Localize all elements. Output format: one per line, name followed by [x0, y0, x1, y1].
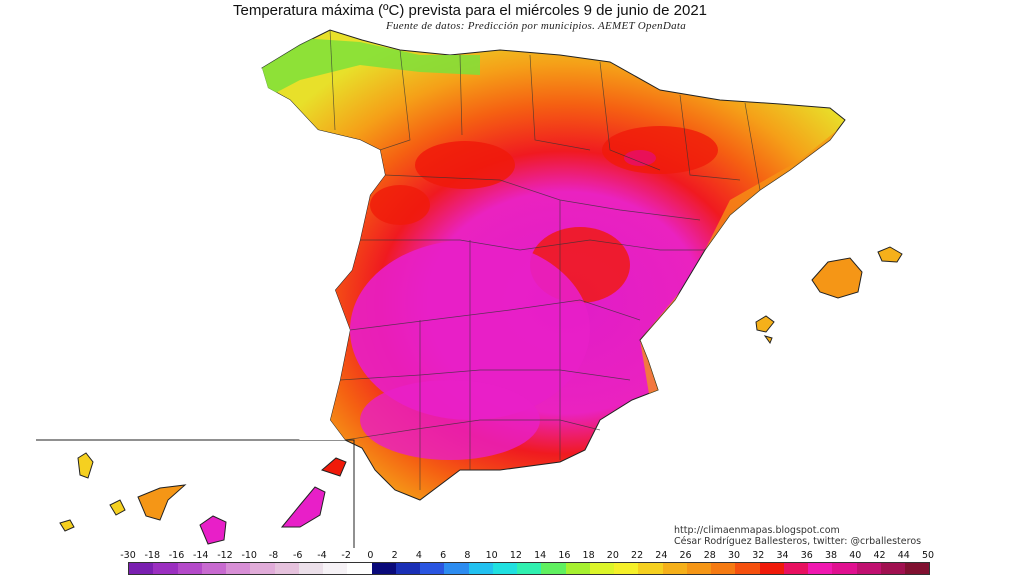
- legend-label: 50: [921, 550, 935, 561]
- legend-label: -14: [192, 550, 209, 561]
- legend-label: 10: [485, 550, 498, 561]
- legend-label: 36: [800, 550, 813, 561]
- legend-swatch: [783, 563, 808, 574]
- legend-label: 16: [558, 550, 571, 561]
- legend-swatch: [711, 563, 736, 574]
- legend-swatch: [420, 563, 445, 574]
- legend-label: 18: [582, 550, 595, 561]
- legend-swatch: [808, 563, 833, 574]
- author-credit: César Rodríguez Ballesteros, twitter: @c…: [674, 536, 922, 547]
- legend-label: 20: [606, 550, 619, 561]
- color-legend: -30 -18 -16 -14 -12 -10 -8 -6 -4 -2 0 2 4 6 8 10 12 14 16 1…: [116, 550, 936, 576]
- legend-swatch: [274, 563, 299, 574]
- legend-label: -12: [217, 550, 233, 561]
- legend-swatch: [492, 563, 517, 574]
- legend-label: 34: [776, 550, 789, 561]
- legend-label: -30: [120, 550, 136, 561]
- legend-swatch: [686, 563, 711, 574]
- legend-label: 30: [728, 550, 741, 561]
- legend-swatch: [517, 563, 542, 574]
- legend-swatch: [371, 563, 396, 574]
- canary-inset-frame: [36, 439, 355, 548]
- legend-swatch: [735, 563, 760, 574]
- legend-swatch: [298, 563, 323, 574]
- legend-label: -16: [168, 550, 185, 561]
- legend-swatch: [614, 563, 639, 574]
- legend-label: 12: [509, 550, 522, 561]
- legend-label: 38: [824, 550, 838, 561]
- legend-label: 40: [849, 550, 862, 561]
- legend-swatch: [177, 563, 202, 574]
- legend-swatch: [153, 563, 178, 574]
- map-subtitle: Fuente de datos: Predicción por municipi…: [385, 20, 687, 32]
- legend-swatch: [201, 563, 226, 574]
- legend-label: 2: [391, 550, 398, 561]
- legend-label: -8: [268, 550, 279, 561]
- blog-url: http://climaenmapas.blogspot.com: [674, 525, 840, 536]
- legend-swatch: [250, 563, 275, 574]
- canary-islands: [59, 452, 347, 545]
- legend-label: -6: [292, 550, 303, 561]
- legend-swatch: [395, 563, 420, 574]
- legend-label: 14: [534, 550, 547, 561]
- legend-label: -4: [317, 550, 327, 561]
- legend-bar: [128, 562, 930, 575]
- legend-label: -18: [144, 550, 160, 561]
- legend-swatch: [880, 563, 905, 574]
- legend-swatch: [347, 563, 372, 574]
- legend-swatch: [323, 563, 348, 574]
- map-title: Temperatura máxima (ºC) prevista para el…: [232, 2, 708, 19]
- legend-label: 8: [464, 550, 471, 561]
- legend-label: 26: [679, 550, 692, 561]
- portugal-blank: [230, 68, 385, 440]
- legend-swatch: [129, 563, 154, 574]
- legend-swatch: [468, 563, 493, 574]
- legend-label: 6: [440, 550, 447, 561]
- legend-swatch: [905, 563, 930, 574]
- legend-label: 44: [897, 550, 910, 561]
- legend-label: 22: [631, 550, 644, 561]
- legend-labels: -30 -18 -16 -14 -12 -10 -8 -6 -4 -2 0 2 4 6 8 10 12 14 16 1…: [116, 550, 936, 561]
- legend-label: 4: [415, 550, 422, 561]
- legend-swatch: [662, 563, 687, 574]
- legend-swatch: [638, 563, 663, 574]
- legend-swatch: [832, 563, 857, 574]
- legend-label: 0: [367, 550, 374, 561]
- legend-swatch: [565, 563, 590, 574]
- legend-swatch: [589, 563, 614, 574]
- credits: http://climaenmapas.blogspot.com César R…: [674, 525, 921, 547]
- legend-swatch: [759, 563, 784, 574]
- legend-label: -2: [341, 550, 351, 561]
- legend-label: 42: [873, 550, 886, 561]
- legend-swatch: [856, 563, 881, 574]
- legend-label: 24: [655, 550, 668, 561]
- legend-swatch: [444, 563, 469, 574]
- legend-label: 32: [752, 550, 765, 561]
- legend-label: -10: [241, 550, 257, 561]
- balearic-islands: [755, 246, 903, 345]
- legend-swatch: [226, 563, 251, 574]
- legend-label: 28: [703, 550, 716, 561]
- legend-swatch: [541, 563, 566, 574]
